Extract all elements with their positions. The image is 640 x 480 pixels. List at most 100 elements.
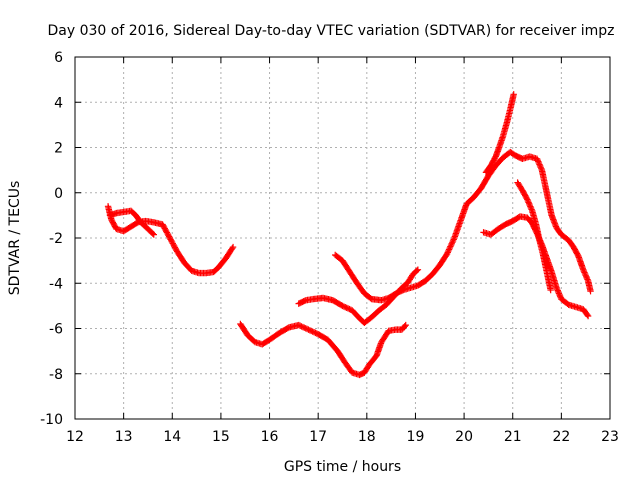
x-tick-label: 15 — [212, 429, 230, 445]
data-point — [449, 239, 456, 246]
series-arc-4 — [295, 266, 422, 327]
data-point — [528, 206, 535, 213]
x-axis-title: GPS time / hours — [284, 459, 401, 475]
data-point — [556, 293, 564, 300]
data-point — [302, 325, 309, 332]
data-point — [344, 305, 352, 312]
data-point — [535, 158, 542, 165]
data-point — [580, 267, 588, 275]
data-point — [584, 312, 592, 320]
data-point — [535, 159, 543, 167]
data-point — [309, 328, 316, 335]
data-point — [444, 249, 451, 256]
data-point — [149, 230, 157, 237]
data-point — [524, 197, 532, 205]
x-tick-label: 17 — [309, 429, 327, 445]
data-point — [581, 269, 588, 276]
data-point — [510, 91, 517, 98]
x-tick-label: 16 — [261, 429, 279, 445]
data-point — [587, 287, 594, 295]
x-tick-label: 19 — [407, 429, 425, 445]
data-point — [524, 196, 531, 203]
series-arc-8 — [514, 179, 554, 294]
x-tick-label: 12 — [66, 429, 84, 445]
data-point — [303, 325, 311, 333]
data-point — [340, 303, 348, 310]
data-point — [584, 311, 591, 319]
data-point — [296, 322, 304, 329]
data-point — [308, 327, 315, 335]
data-point — [537, 164, 544, 171]
y-tick-label: -2 — [49, 231, 63, 247]
data-point — [448, 240, 455, 247]
series-arc-2 — [106, 207, 157, 238]
chart-title: Day 030 of 2016, Sidereal Day-to-day VTE… — [48, 23, 615, 39]
data-point — [413, 267, 421, 274]
data-point — [538, 165, 545, 172]
data-point — [584, 276, 591, 283]
data-point — [582, 272, 589, 279]
y-tick-label: -4 — [49, 276, 63, 292]
data-point — [447, 243, 454, 250]
data-point — [301, 324, 308, 331]
data-point — [553, 284, 560, 291]
data-point — [449, 237, 457, 245]
data-points — [104, 91, 594, 379]
y-tick-label: 6 — [54, 50, 63, 66]
data-point — [533, 155, 541, 163]
data-point — [312, 329, 319, 337]
data-point — [310, 329, 318, 336]
data-point — [554, 287, 561, 294]
data-point — [401, 323, 408, 330]
data-point — [525, 200, 533, 207]
x-tick-label: 22 — [552, 429, 570, 445]
y-axis: -10 -8 -6 -4 -2 0 2 4 6 — [40, 50, 610, 428]
data-point — [446, 244, 453, 252]
data-point — [450, 236, 457, 243]
data-point — [526, 201, 533, 209]
data-point — [527, 204, 535, 212]
data-point — [295, 321, 302, 329]
data-point — [306, 327, 314, 334]
data-point — [305, 326, 312, 333]
y-tick-label: -8 — [49, 367, 63, 383]
x-axis: 12 13 14 15 16 17 18 19 20 21 22 23 — [66, 57, 619, 445]
data-point — [445, 246, 453, 253]
x-tick-label: 20 — [455, 429, 473, 445]
data-point — [229, 245, 236, 252]
x-tick-label: 18 — [358, 429, 376, 445]
x-tick-label: 21 — [504, 429, 522, 445]
y-tick-label: 2 — [54, 141, 63, 157]
data-point — [556, 291, 563, 299]
data-point — [445, 247, 452, 255]
data-point — [346, 305, 353, 313]
series-arc-3 — [237, 320, 409, 379]
y-tick-label: 4 — [54, 95, 63, 111]
data-point — [443, 250, 451, 258]
data-point — [547, 286, 554, 294]
data-point — [447, 241, 455, 249]
data-point — [342, 303, 349, 311]
y-axis-title: SDTVAR / TECUs — [7, 181, 23, 296]
data-point — [298, 323, 305, 330]
y-tick-label: 0 — [54, 186, 63, 202]
data-point — [583, 274, 591, 282]
data-point — [402, 321, 409, 329]
data-point — [527, 203, 534, 210]
series-arc-5 — [332, 148, 594, 304]
data-point — [580, 266, 587, 273]
grid — [75, 57, 610, 419]
data-point — [339, 302, 346, 310]
data-point — [555, 288, 562, 296]
data-point — [229, 243, 237, 251]
data-point — [299, 323, 307, 331]
x-tick-label: 23 — [601, 429, 619, 445]
data-point — [555, 290, 563, 297]
data-point — [534, 157, 541, 164]
data-point — [343, 304, 350, 312]
y-tick-label: -6 — [49, 322, 63, 338]
y-tick-label: -10 — [40, 412, 63, 428]
data-point — [536, 162, 544, 170]
data-point — [553, 285, 561, 293]
